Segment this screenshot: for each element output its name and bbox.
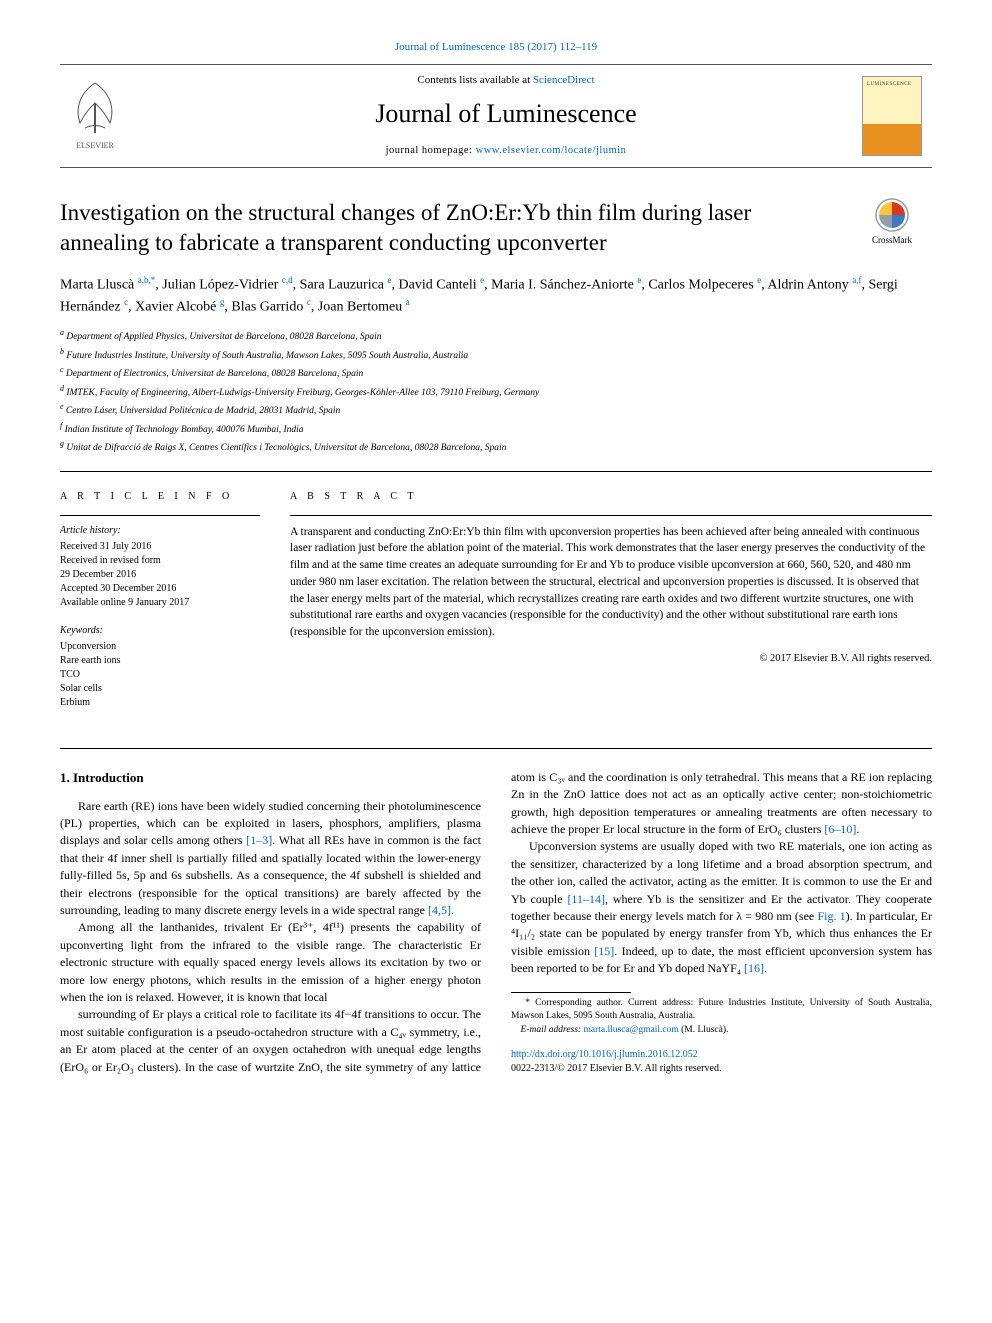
keywords-label: Keywords: [60,624,260,638]
abstract-copyright: © 2017 Elsevier B.V. All rights reserved… [290,651,932,666]
affiliation-item: d IMTEK, Faculty of Engineering, Albert-… [60,383,932,400]
affiliation-item: f Indian Institute of Technology Bombay,… [60,420,932,437]
email-line: E-mail address: marta.llusca@gmail.com (… [511,1024,932,1038]
history-line: Accepted 30 December 2016 [60,582,260,596]
citation-ref[interactable]: [6–10] [824,822,856,836]
body-paragraph: Upconversion systems are usually doped w… [511,838,932,977]
intro-heading: 1. Introduction [60,769,481,788]
keywords-block: Keywords: UpconversionRare earth ionsTCO… [60,624,260,710]
affiliation-item: c Department of Electronics, Universitat… [60,364,932,381]
affiliation-item: e Centro Láser, Universidad Politécnica … [60,401,932,418]
abstract-heading: A B S T R A C T [290,490,932,505]
keyword-item: TCO [60,668,260,682]
citation-ref[interactable]: [11–14] [567,892,605,906]
authors-list: Marta Lluscà a,b,*, Julian López-Vidrier… [60,274,932,318]
doi-link[interactable]: http://dx.doi.org/10.1016/j.jlumin.2016.… [511,1049,698,1060]
masthead: ELSEVIER Contents lists available at Sci… [60,64,932,168]
journal-cover-icon [862,76,922,156]
history-line: Received in revised form [60,554,260,568]
citation-link[interactable]: Journal of Luminescence 185 (2017) 112–1… [395,41,597,53]
affiliations-list: a Department of Applied Physics, Univers… [60,327,932,455]
footnote-rule [511,992,631,993]
crossmark-badge[interactable]: CrossMark [852,198,932,247]
citation-ref[interactable]: [16] [744,961,764,975]
keyword-item: Solar cells [60,682,260,696]
body-paragraph: Rare earth (RE) ions have been widely st… [60,798,481,920]
history-line: Received 31 July 2016 [60,540,260,554]
crossmark-label: CrossMark [872,235,912,245]
history-line: 29 December 2016 [60,568,260,582]
email-link[interactable]: marta.llusca@gmail.com [583,1025,678,1035]
svg-text:ELSEVIER: ELSEVIER [76,141,114,150]
history-line: Available online 9 January 2017 [60,596,260,610]
contents-line: Contents lists available at ScienceDirec… [150,73,862,89]
divider [290,515,932,516]
elsevier-logo-wrap: ELSEVIER [60,73,150,159]
citation-ref[interactable]: [4,5] [428,903,451,917]
article-history: Article history: Received 31 July 2016Re… [60,524,260,610]
history-label: Article history: [60,524,260,538]
header-citation: Journal of Luminescence 185 (2017) 112–1… [60,40,932,56]
body-paragraph: Among all the lanthanides, trivalent Er … [60,919,481,1006]
abstract-text: A transparent and conducting ZnO:Er:Yb t… [290,524,932,641]
abstract-column: A B S T R A C T A transparent and conduc… [290,490,932,724]
journal-name: Journal of Luminescence [150,95,862,133]
divider [60,515,260,516]
footnotes: * Corresponding author. Current address:… [511,997,932,1038]
keyword-item: Erbium [60,696,260,710]
elsevier-tree-icon: ELSEVIER [60,73,130,153]
corresponding-author-note: * Corresponding author. Current address:… [511,997,932,1025]
crossmark-icon [875,198,909,232]
keyword-item: Rare earth ions [60,654,260,668]
keyword-item: Upconversion [60,640,260,654]
body-two-column: 1. Introduction Rare earth (RE) ions hav… [60,769,932,1077]
sciencedirect-link[interactable]: ScienceDirect [533,74,595,86]
homepage-link[interactable]: www.elsevier.com/locate/jlumin [476,145,627,156]
article-title: Investigation on the structural changes … [60,198,832,258]
affiliation-item: a Department of Applied Physics, Univers… [60,327,932,344]
citation-ref[interactable]: [1–3] [246,833,272,847]
doi-block: http://dx.doi.org/10.1016/j.jlumin.2016.… [511,1048,932,1077]
affiliation-item: b Future Industries Institute, Universit… [60,346,932,363]
homepage-line: journal homepage: www.elsevier.com/locat… [150,143,862,158]
citation-ref[interactable]: [15] [594,944,614,958]
affiliation-item: g Unitat de Difracció de Raigs X, Centre… [60,438,932,455]
article-info-column: A R T I C L E I N F O Article history: R… [60,490,260,724]
article-info-heading: A R T I C L E I N F O [60,490,260,505]
cover-thumb-wrap [862,76,932,156]
issn-copyright: 0022-2313/© 2017 Elsevier B.V. All right… [511,1062,932,1077]
figure-ref[interactable]: Fig. 1 [817,909,845,923]
divider [60,748,932,749]
